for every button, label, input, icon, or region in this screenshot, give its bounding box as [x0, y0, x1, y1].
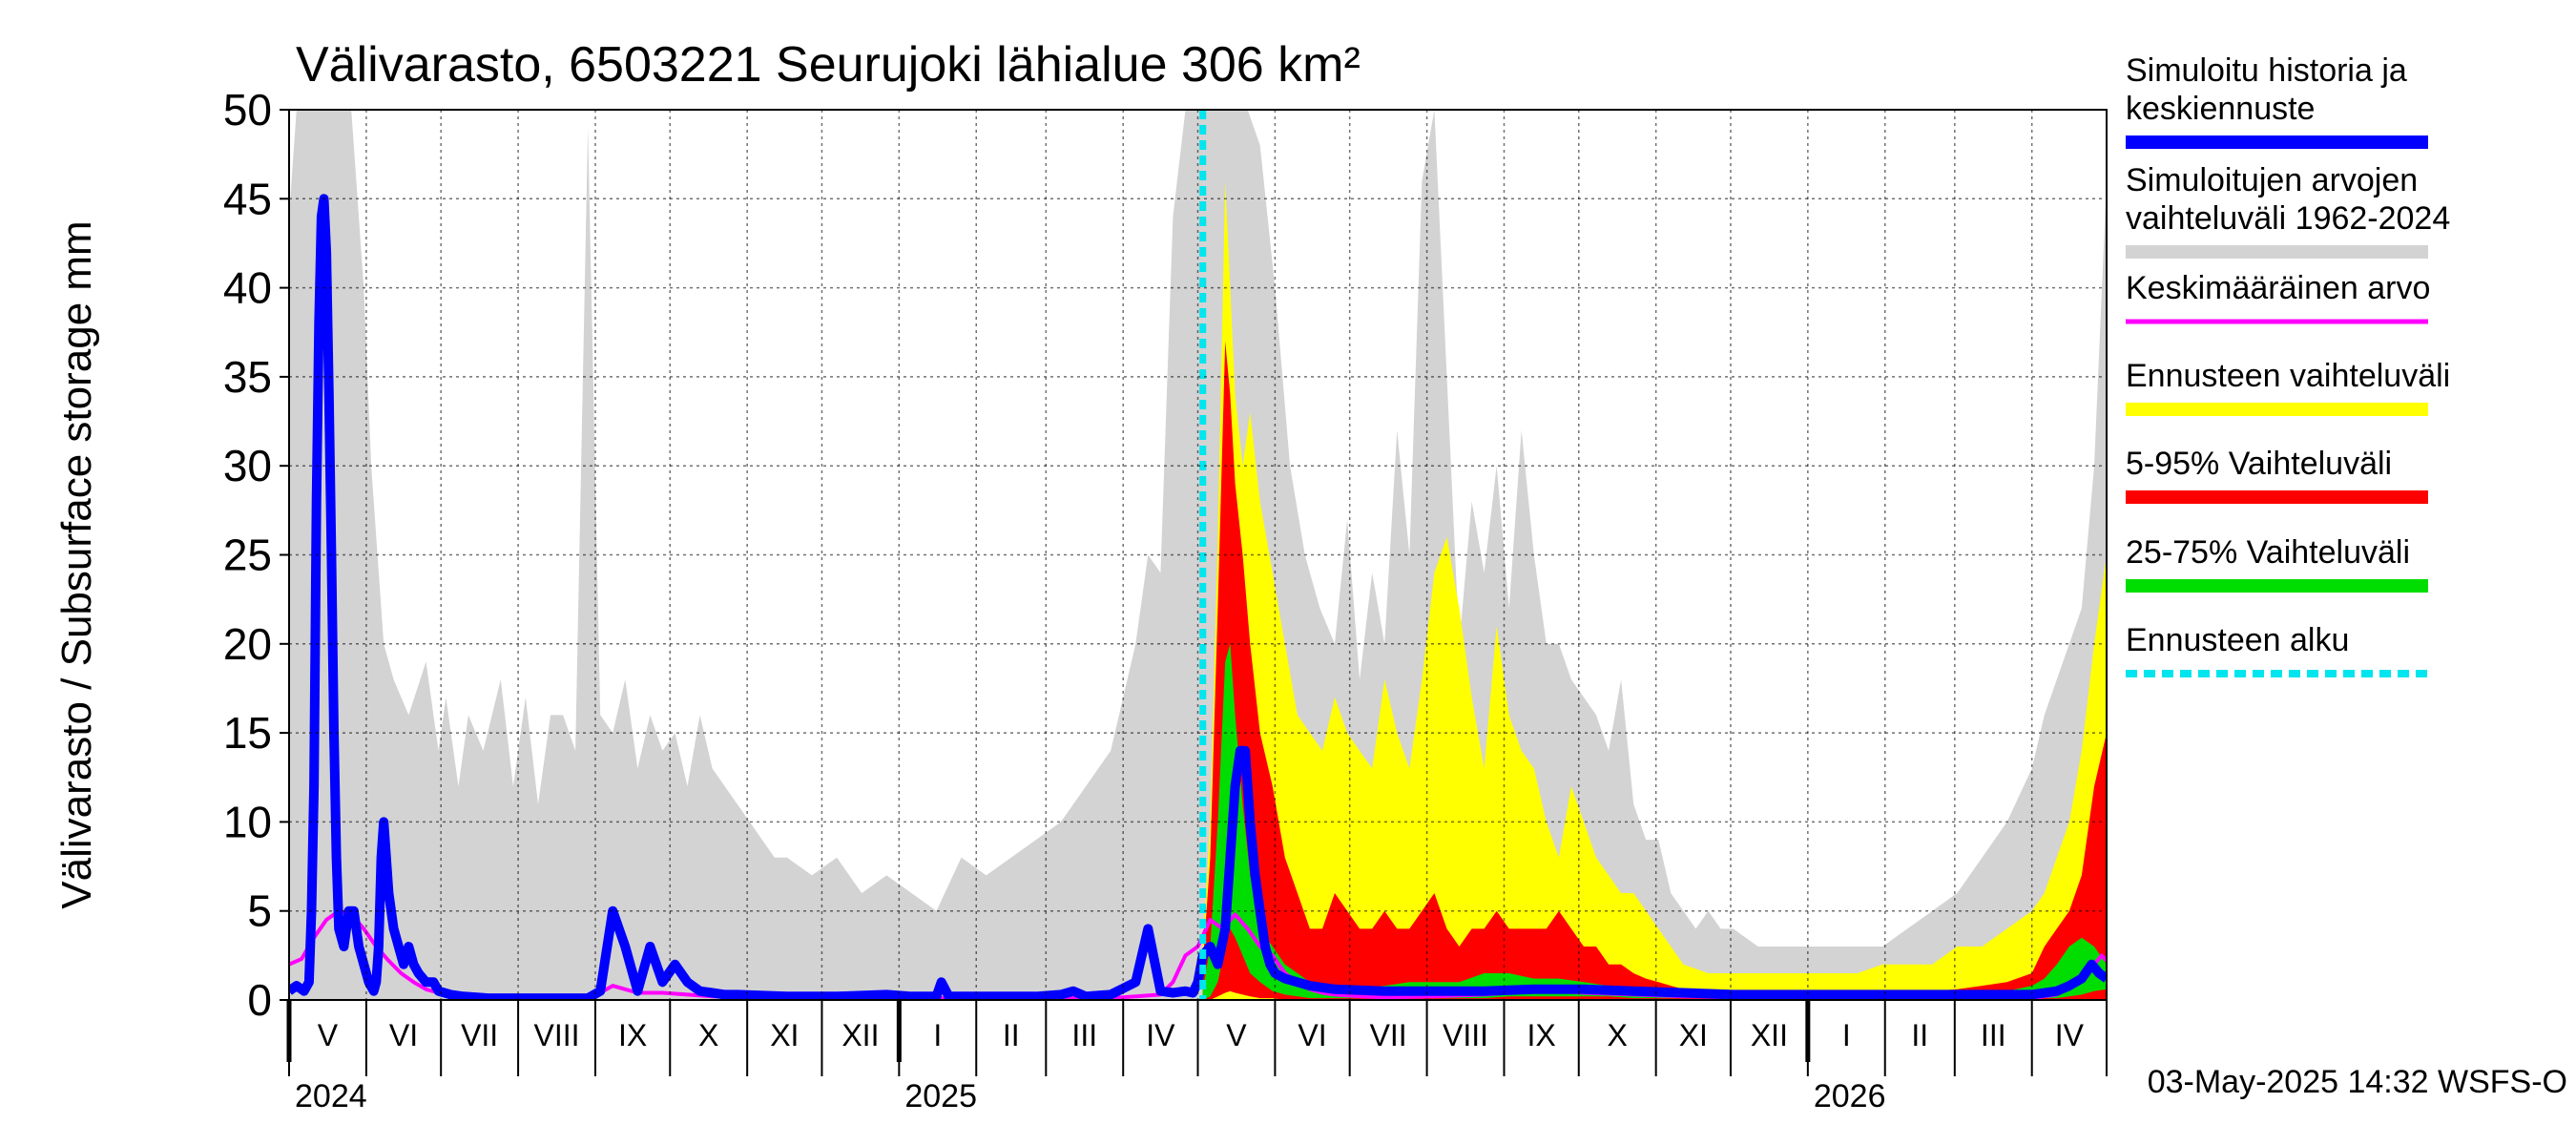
x-month-label: IX: [618, 1018, 647, 1052]
legend-label: Ennusteen vaihteluväli: [2126, 358, 2450, 394]
y-tick-label: 20: [223, 619, 272, 669]
x-month-label: V: [318, 1018, 339, 1052]
x-month-label: II: [1911, 1018, 1928, 1052]
x-month-label: VIII: [534, 1018, 580, 1052]
y-tick-label: 45: [223, 174, 272, 223]
legend-label: Simuloitu historia ja: [2126, 52, 2407, 89]
legend-item: Keskimääräinen arvo: [2126, 270, 2430, 324]
chart-title: Välivarasto, 6503221 Seurujoki lähialue …: [296, 37, 1361, 93]
grid: [289, 110, 2107, 1000]
y-tick-label: 0: [247, 975, 272, 1025]
footer-timestamp: 03-May-2025 14:32 WSFS-O: [2148, 1064, 2567, 1100]
x-month-label: II: [1003, 1018, 1020, 1052]
legend-label: Simuloitujen arvojen: [2126, 162, 2418, 198]
legend-label: Ennusteen alku: [2126, 622, 2349, 658]
legend-label: vaihteluväli 1962-2024: [2126, 200, 2450, 237]
y-tick-label: 30: [223, 441, 272, 490]
x-month-label: XI: [770, 1018, 799, 1052]
x-month-label: IV: [2055, 1018, 2085, 1052]
legend-label: Keskimääräinen arvo: [2126, 270, 2430, 306]
y-axis-label: Välivarasto / Subsurface storage mm: [53, 220, 100, 908]
y-tick-label: 15: [223, 708, 272, 758]
y-tick-label: 35: [223, 352, 272, 402]
band-series-1: [1202, 180, 2107, 1000]
x-month-label: V: [1226, 1018, 1247, 1052]
x-month-label: III: [1981, 1018, 2006, 1052]
legend-item: Ennusteen vaihteluväli: [2126, 358, 2450, 416]
x-month-label: VII: [461, 1018, 498, 1052]
x-month-label: XII: [841, 1018, 879, 1052]
x-month-label: IV: [1146, 1018, 1175, 1052]
legend-item: 5-95% Vaihteluväli: [2126, 446, 2428, 504]
band-series-2: [1202, 341, 2107, 1000]
x-year-label: 2025: [904, 1078, 977, 1114]
legend-label: keskiennuste: [2126, 91, 2315, 127]
legend: Simuloitu historia jakeskiennusteSimuloi…: [2126, 52, 2450, 677]
y-tick-label: 10: [223, 797, 272, 846]
x-year-label: 2024: [295, 1078, 367, 1114]
x-month-label: XI: [1679, 1018, 1708, 1052]
legend-label: 5-95% Vaihteluväli: [2126, 446, 2392, 482]
x-month-label: IX: [1527, 1018, 1556, 1052]
y-tick-label: 50: [223, 85, 272, 135]
x-month-label: I: [1842, 1018, 1851, 1052]
legend-item: 25-75% Vaihteluväli: [2126, 534, 2428, 593]
x-month-label: VII: [1370, 1018, 1407, 1052]
x-month-label: I: [933, 1018, 942, 1052]
legend-item: Ennusteen alku: [2126, 622, 2428, 677]
legend-label: 25-75% Vaihteluväli: [2126, 534, 2410, 571]
x-month-label: XII: [1751, 1018, 1788, 1052]
y-tick-label: 5: [247, 886, 272, 936]
x-month-label: VIII: [1443, 1018, 1488, 1052]
y-tick-label: 25: [223, 531, 272, 580]
plot-area: [289, 110, 2107, 1000]
y-tick-label: 40: [223, 263, 272, 313]
x-month-label: VI: [1298, 1018, 1326, 1052]
x-year-label: 2026: [1814, 1078, 1886, 1114]
x-month-label: X: [698, 1018, 718, 1052]
x-month-label: III: [1071, 1018, 1097, 1052]
x-month-label: X: [1608, 1018, 1628, 1052]
x-month-label: VI: [389, 1018, 418, 1052]
line-series-1: [289, 194, 2107, 1000]
